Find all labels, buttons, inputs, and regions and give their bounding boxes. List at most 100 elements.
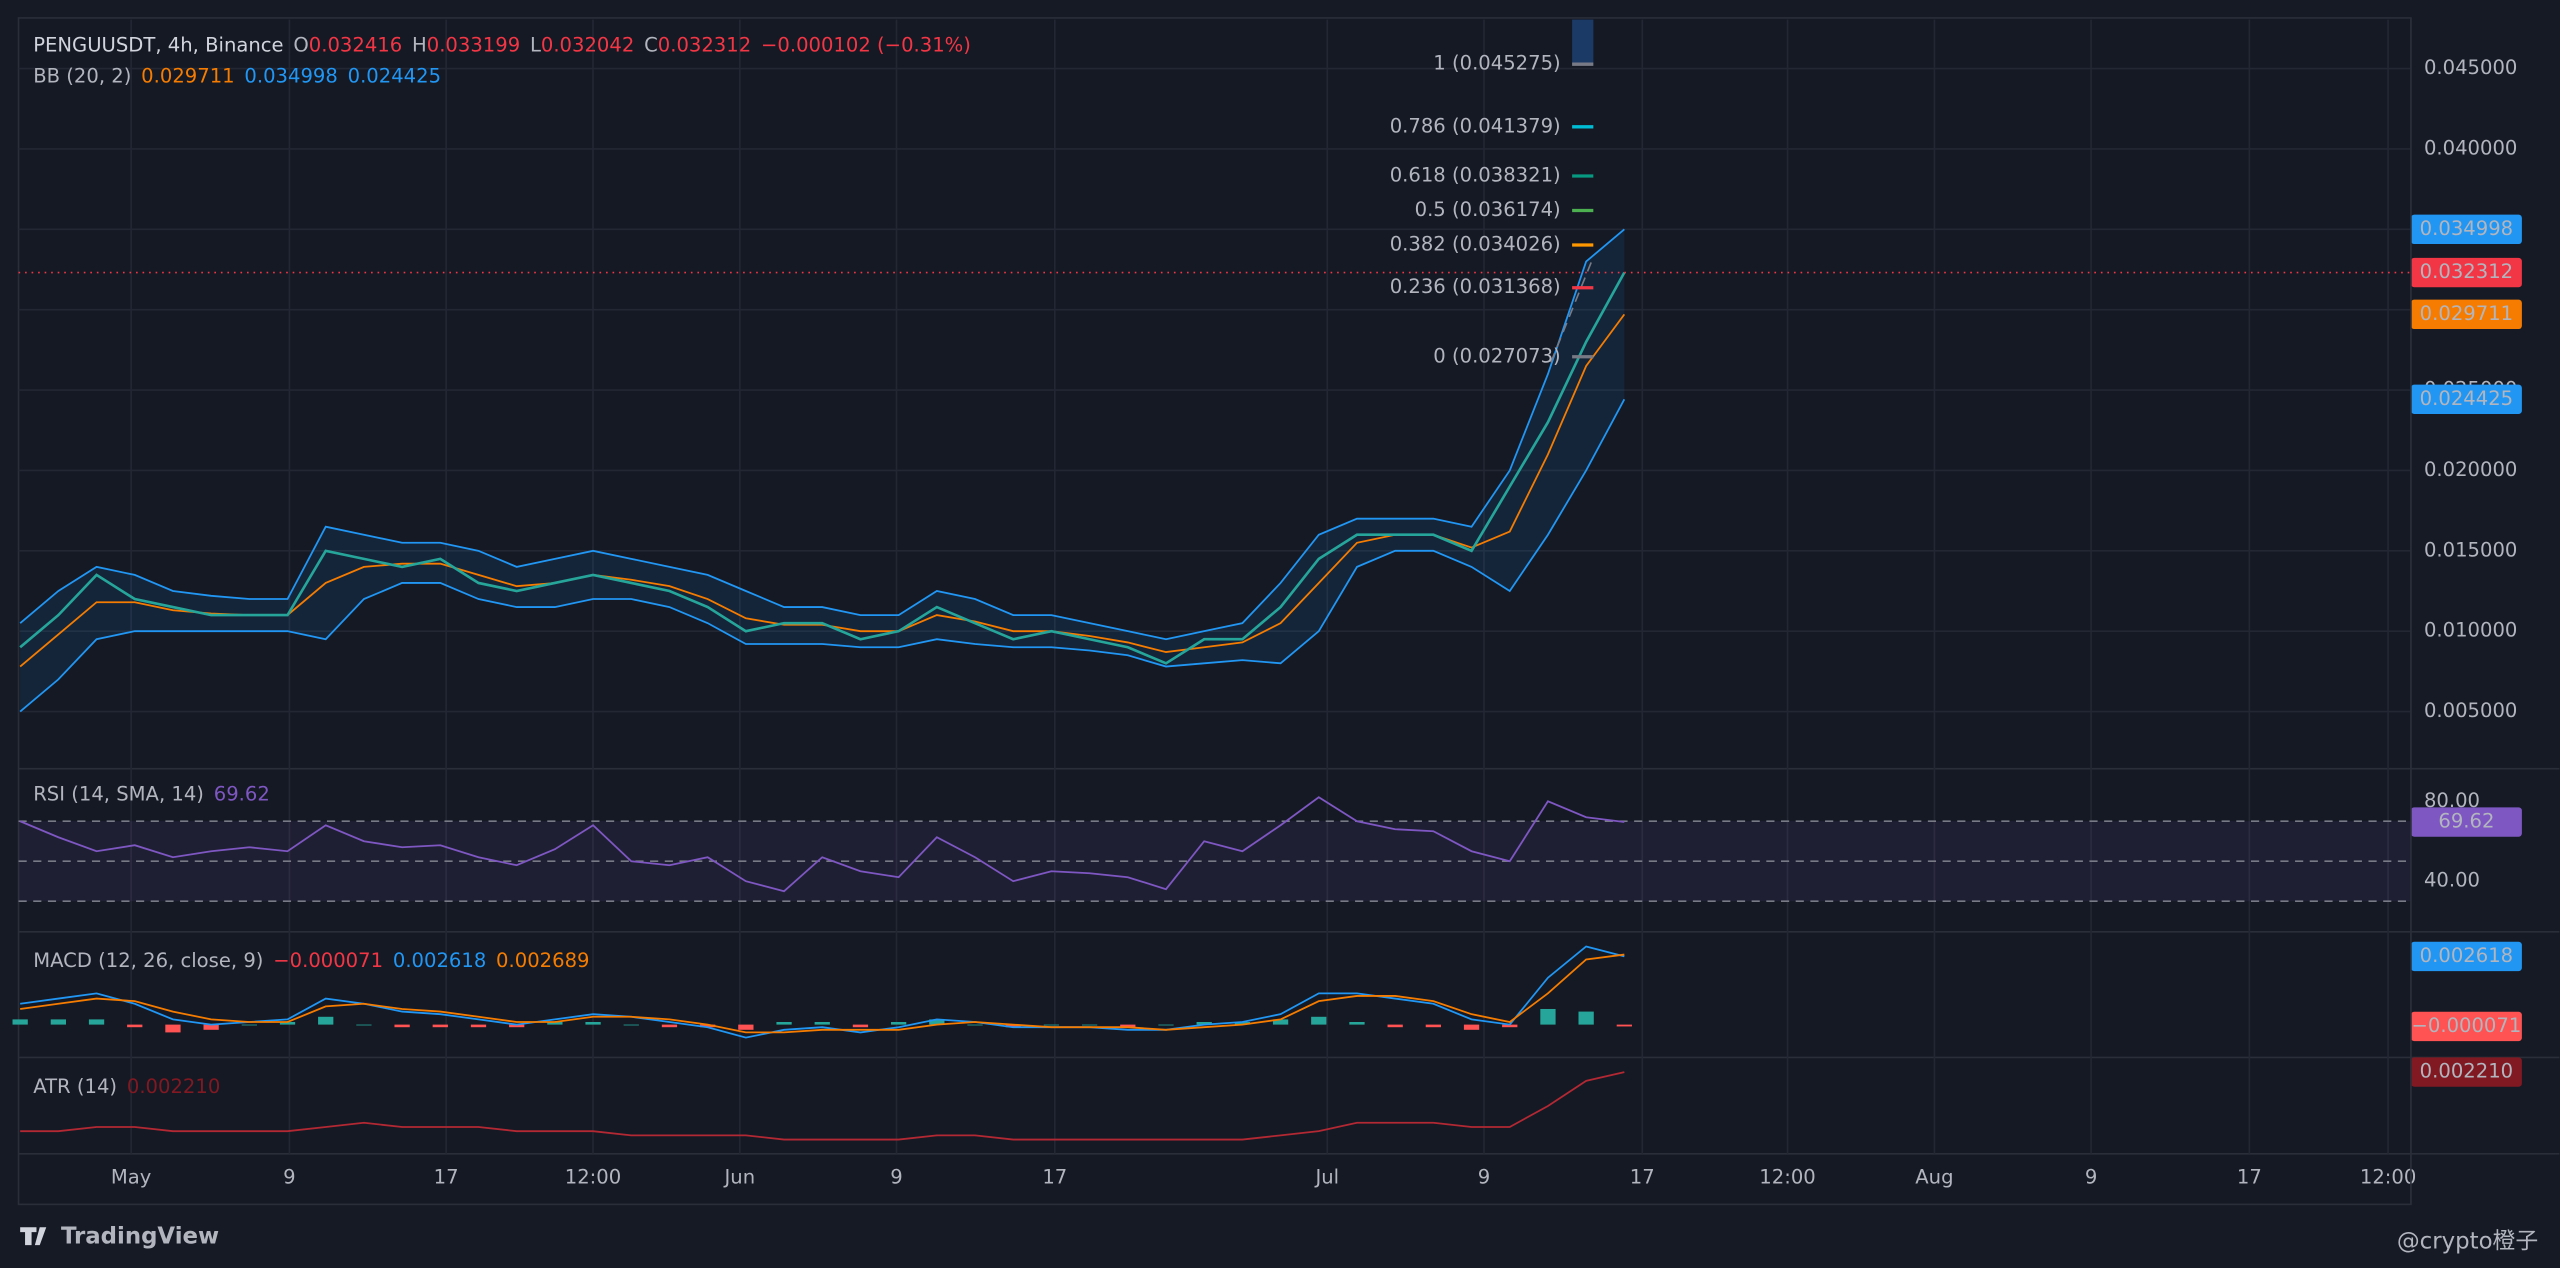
histogram-bar (1425, 1024, 1442, 1028)
histogram-bar (661, 1024, 678, 1028)
change: −0.000102 (−0.31%) (761, 33, 971, 56)
histogram-bar (165, 1024, 181, 1033)
ohlc-value: 0.032312 (658, 33, 751, 56)
histogram-bar (623, 1024, 639, 1026)
price-badge (2410, 214, 2522, 245)
legend-value: 0.002210 (127, 1074, 220, 1097)
histogram-bar (1272, 1019, 1289, 1025)
histogram-bar (1349, 1021, 1365, 1025)
histogram-bar (1502, 1024, 1518, 1028)
histogram-bar (509, 1024, 525, 1028)
histogram-bar (852, 1024, 869, 1028)
histogram-bar (776, 1021, 792, 1025)
x-tick-label: 12:00 (2360, 1166, 2416, 1189)
price-badge (2410, 299, 2522, 330)
fib-label: 0.236 (0.031368) (1390, 275, 1561, 298)
x-tick-label: Jun (723, 1166, 756, 1189)
price-badge-label: 69.62 (2438, 810, 2494, 833)
price-badge-label: 0.002618 (2420, 944, 2513, 967)
histogram-bar (1196, 1021, 1212, 1025)
series-line (19, 271, 1626, 665)
x-tick-label: May (111, 1166, 151, 1189)
fib-label: 0.5 (0.036174) (1415, 198, 1561, 221)
price-badge (2410, 807, 2522, 837)
header: PENGUUSDT, 4h, Binance O0.032416 H0.033199… (33, 33, 971, 56)
histogram-bar (1234, 1021, 1251, 1025)
histogram-bar (127, 1024, 143, 1028)
legend-value: 0.034998 (244, 64, 337, 87)
legend-value: 0.002618 (393, 949, 486, 972)
ohlc-key: C (644, 33, 658, 56)
histogram-bar (1311, 1016, 1327, 1025)
fib-label: 0.786 (0.041379) (1390, 114, 1561, 137)
histogram-bar (700, 1024, 716, 1028)
price-badge-label: 0.032312 (2420, 260, 2513, 283)
series-line (19, 228, 1625, 641)
histogram-bar (432, 1024, 448, 1028)
histogram-bar (88, 1019, 105, 1025)
brand-logo (20, 1227, 47, 1246)
x-tick-label: 17 (1042, 1166, 1067, 1189)
watermark: @crypto橙子 (2397, 1228, 2538, 1254)
symbol: PENGUUSDT, 4h, Binance (33, 33, 283, 56)
ohlc: O0.032416 H0.033199 L0.032042 C0.032312 (293, 33, 751, 56)
histogram-bar (1081, 1024, 1098, 1026)
price-badge (2410, 941, 2522, 972)
brand: TradingView (61, 1223, 219, 1249)
y-tick-label: 0.015000 (2424, 538, 2517, 561)
series-line (20, 1071, 1625, 1141)
histogram-bar (318, 1016, 334, 1025)
x-tick-label: 17 (434, 1166, 459, 1189)
histogram-bar (967, 1024, 983, 1026)
histogram-bar (738, 1024, 754, 1030)
labels: BB (20, 2) 0.029711 0.034998 0.024425 RSI (1… (33, 52, 2522, 1189)
price-badge-label: 0.029711 (2420, 302, 2513, 325)
y-tick-label: 40.00 (2424, 869, 2480, 892)
legend-value: 0.002689 (496, 949, 589, 972)
histogram-bar (585, 1021, 601, 1025)
histogram-bar (1158, 1024, 1174, 1026)
histogram-bar (203, 1024, 219, 1030)
histogram-bar (356, 1024, 372, 1026)
price-badge-label: −0.000071 (2411, 1014, 2521, 1037)
x-tick-label: Aug (1915, 1166, 1953, 1189)
histogram-bar (547, 1021, 563, 1025)
series-line (19, 796, 1625, 893)
fib-diagonal (1550, 260, 1593, 363)
legend-value: 0.029711 (141, 64, 234, 87)
x-tick-label: 9 (283, 1166, 295, 1189)
series-line (20, 953, 1625, 1034)
histogram-bar (1005, 1024, 1021, 1028)
fib-label: 0 (0.027073) (1433, 344, 1560, 367)
x-tick-label: 17 (2237, 1166, 2262, 1189)
fib-label: 0.382 (0.034026) (1390, 232, 1561, 255)
histogram-bar (12, 1019, 28, 1025)
price-badge (2410, 257, 2522, 288)
legend-name: ATR (14) (33, 1074, 117, 1097)
histogram-bar (241, 1024, 257, 1026)
price-badge-label: 0.034998 (2420, 217, 2513, 240)
price-badge-label: 0.002210 (2420, 1060, 2513, 1083)
grid (18, 19, 2560, 1155)
x-tick-label: 9 (890, 1166, 902, 1189)
histogram-bar (890, 1021, 907, 1025)
histogram-bar (394, 1024, 410, 1028)
y-tick-label: 0.045000 (2424, 56, 2517, 79)
x-tick-label: Jul (1314, 1166, 1340, 1189)
histogram-bar (1387, 1024, 1403, 1028)
legend-value: 69.62 (214, 782, 270, 805)
legend-value: −0.000071 (273, 949, 383, 972)
histogram-bar (1120, 1024, 1136, 1028)
fib-strip (1572, 19, 1594, 66)
histogram-bar (470, 1024, 487, 1028)
legend-name: RSI (14, SMA, 14) (33, 782, 204, 805)
histogram-bar (814, 1021, 830, 1025)
histogram-bar (1616, 1024, 1632, 1027)
y-tick-label: 0.040000 (2424, 136, 2517, 159)
y-tick-label: 0.020000 (2424, 458, 2517, 481)
legend-name: BB (20, 2) (33, 64, 131, 87)
histogram-bar (279, 1021, 296, 1025)
legend: RSI (14, SMA, 14) 69.62 (33, 782, 270, 805)
histogram-bar (929, 1019, 945, 1025)
